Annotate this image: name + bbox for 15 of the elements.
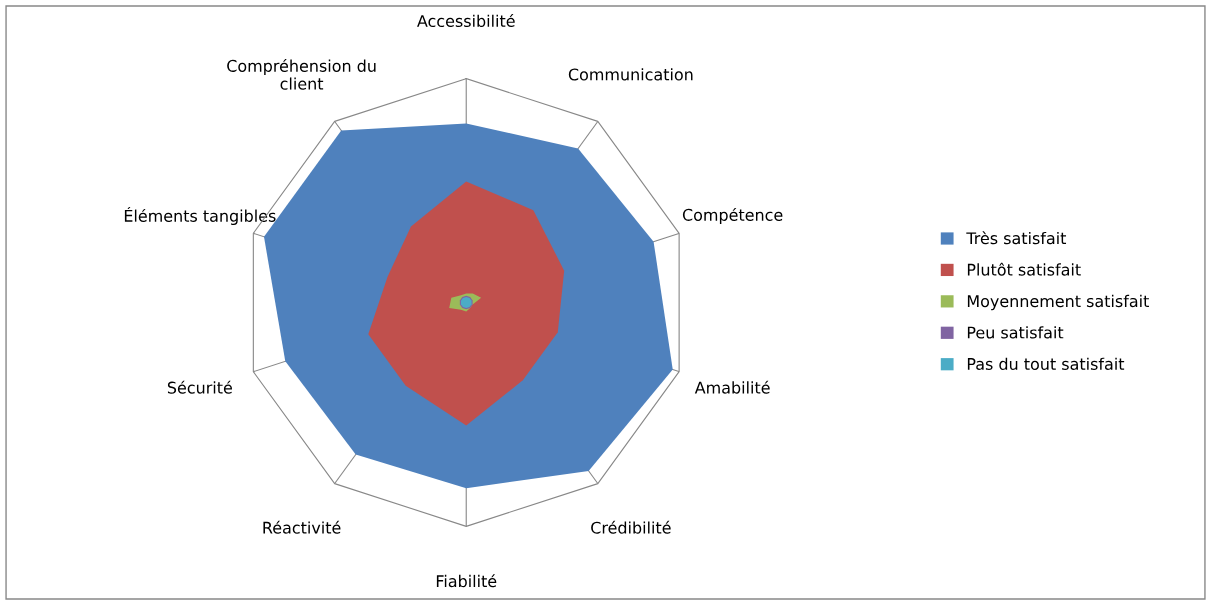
spoke-label: Crédibilité — [591, 520, 671, 534]
spoke-label: Accessibilité — [417, 14, 515, 28]
spoke-label: Compétence — [682, 207, 783, 224]
spoke-label: Fiabilité — [436, 574, 497, 588]
legend-label: Moyennement satisfait — [967, 294, 1149, 311]
legend-label: Plutôt satisfait — [967, 262, 1081, 276]
spoke-label: Communication — [568, 68, 693, 81]
spoke-label: Sécurité — [167, 380, 232, 394]
spoke-label: Réactivité — [263, 520, 341, 534]
spoke-label: Amabilité — [694, 380, 770, 394]
spoke-label: Compréhension du client — [227, 58, 376, 90]
spoke-label: Éléments tangibles — [124, 206, 276, 225]
legend-label: Pas du tout satisfait — [967, 357, 1125, 370]
legend-label: Très satisfait — [966, 231, 1067, 245]
legend-label: Peu satisfait — [967, 326, 1064, 339]
